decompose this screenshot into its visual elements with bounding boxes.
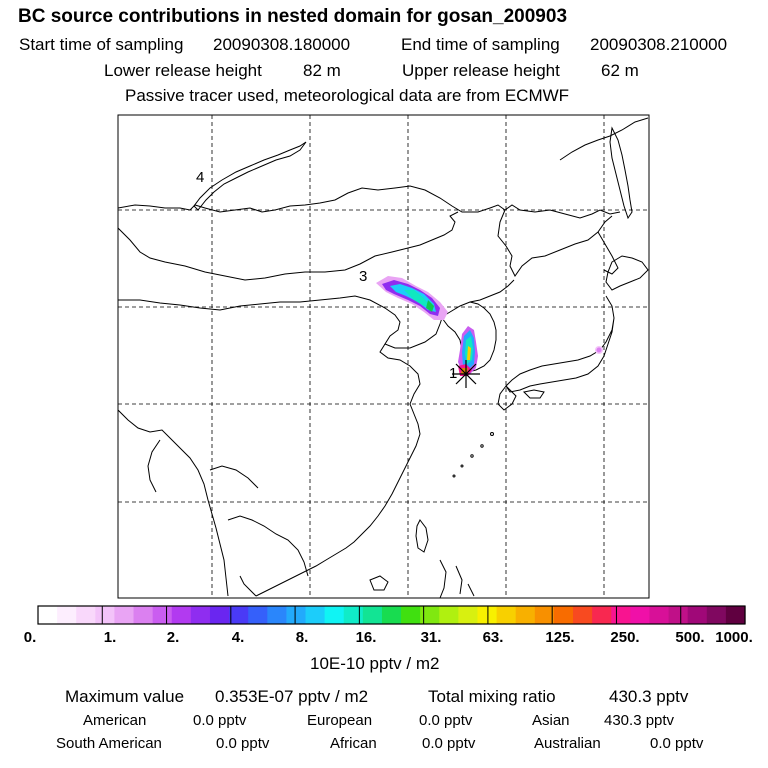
cb-tick-0: 0. [23, 629, 37, 646]
colorbar-swatch [114, 606, 135, 624]
colorbar-swatch [381, 606, 402, 624]
colorbar-swatch [38, 606, 58, 624]
marker-1: 1 [449, 365, 457, 382]
colorbar-swatch [286, 606, 307, 624]
cb-tick-1000: 1000. [715, 629, 753, 646]
colorbar-dividers [101, 606, 682, 624]
cb-tick-2: 2. [166, 629, 180, 646]
cb-tick-16: 16. [355, 629, 377, 646]
grid-lines [118, 115, 649, 598]
region-american-value: 0.0 pptv [193, 712, 247, 729]
upper-release-value: 62 m [601, 61, 639, 80]
total-mixing-label: Total mixing ratio [428, 687, 556, 706]
colorbar-swatch [305, 606, 326, 624]
tracer-info: Passive tracer used, meteorological data… [125, 86, 570, 105]
region-south-american-value: 0.0 pptv [216, 735, 270, 752]
colorbar-swatch [401, 606, 421, 624]
colorbar-swatch [534, 606, 555, 624]
region-african-value: 0.0 pptv [422, 735, 476, 752]
max-value-label: Maximum value [65, 687, 185, 706]
plume-northwest [376, 276, 448, 320]
figure-title: BC source contributions in nested domain… [18, 6, 568, 27]
region-european-value: 0.0 pptv [419, 712, 473, 729]
cb-tick-31: 31. [420, 629, 442, 646]
colorbar-swatch [95, 606, 116, 624]
colorbar-swatch [573, 606, 593, 624]
colorbar-swatch [553, 606, 574, 624]
colorbar-swatch [592, 606, 612, 624]
colorbar-swatch [420, 606, 440, 624]
start-time-label: Start time of sampling [19, 35, 184, 54]
colorbar-swatch [171, 606, 192, 624]
colorbar-swatch [248, 606, 268, 624]
colorbar-swatch [152, 606, 173, 624]
plume-japan-spot [595, 346, 603, 354]
colorbar-swatch [209, 606, 230, 624]
end-time-value: 20090308.210000 [590, 35, 728, 54]
map-area [118, 115, 649, 598]
cb-tick-250: 250. [610, 629, 640, 646]
colorbar-unit: 10E-10 pptv / m2 [310, 654, 440, 673]
region-south-american-name: South American [56, 735, 162, 752]
colorbar-swatch [229, 606, 249, 624]
marker-3: 3 [359, 268, 367, 285]
colorbar-swatch [76, 606, 96, 624]
colorbar-swatch [190, 606, 211, 624]
colorbar-swatch [439, 606, 459, 624]
cb-tick-8: 8. [295, 629, 309, 646]
total-mixing-value: 430.3 pptv [609, 687, 689, 706]
cb-tick-4: 4. [231, 629, 245, 646]
cb-tick-1: 1. [103, 629, 117, 646]
end-time-label: End time of sampling [401, 35, 560, 54]
start-time-value: 20090308.180000 [213, 35, 351, 54]
colorbar-swatch [57, 606, 77, 624]
colorbar-swatch [362, 606, 383, 624]
receptor-star-icon [452, 360, 480, 388]
region-asian-name: Asian [532, 712, 570, 729]
colorbar-swatch [668, 606, 689, 624]
colorbar-swatch [343, 606, 364, 624]
lower-release-label: Lower release height [104, 61, 262, 80]
colorbar-swatch [706, 606, 727, 624]
marker-4: 4 [196, 169, 204, 186]
upper-release-label: Upper release height [402, 61, 560, 80]
region-european-name: European [307, 712, 373, 729]
cb-tick-125: 125. [545, 629, 575, 646]
colorbar-swatch [267, 606, 288, 624]
colorbar-swatch [649, 606, 670, 624]
max-value: 0.353E-07 pptv / m2 [215, 687, 369, 706]
colorbar-swatch [496, 606, 517, 624]
lower-release-value: 82 m [303, 61, 341, 80]
plume-korea [458, 326, 478, 376]
region-australian-value: 0.0 pptv [650, 735, 704, 752]
coastlines [118, 117, 649, 598]
cb-tick-63: 63. [482, 629, 504, 646]
region-australian-name: Australian [534, 735, 601, 752]
cb-tick-500: 500. [675, 629, 705, 646]
colorbar-swatch [515, 606, 536, 624]
colorbar-swatch [687, 606, 708, 624]
colorbar [38, 606, 746, 624]
region-african-name: African [330, 735, 377, 752]
colorbar-swatch [611, 606, 631, 624]
colorbar-swatch [458, 606, 479, 624]
colorbar-swatch [133, 606, 154, 624]
colorbar-swatch [324, 606, 345, 624]
region-asian-value: 430.3 pptv [604, 712, 675, 729]
colorbar-swatch [630, 606, 651, 624]
colorbar-frame [37, 605, 746, 625]
colorbar-swatch [477, 606, 498, 624]
map-frame [117, 114, 650, 599]
colorbar-swatch [725, 606, 746, 624]
region-american-name: American [83, 712, 147, 729]
